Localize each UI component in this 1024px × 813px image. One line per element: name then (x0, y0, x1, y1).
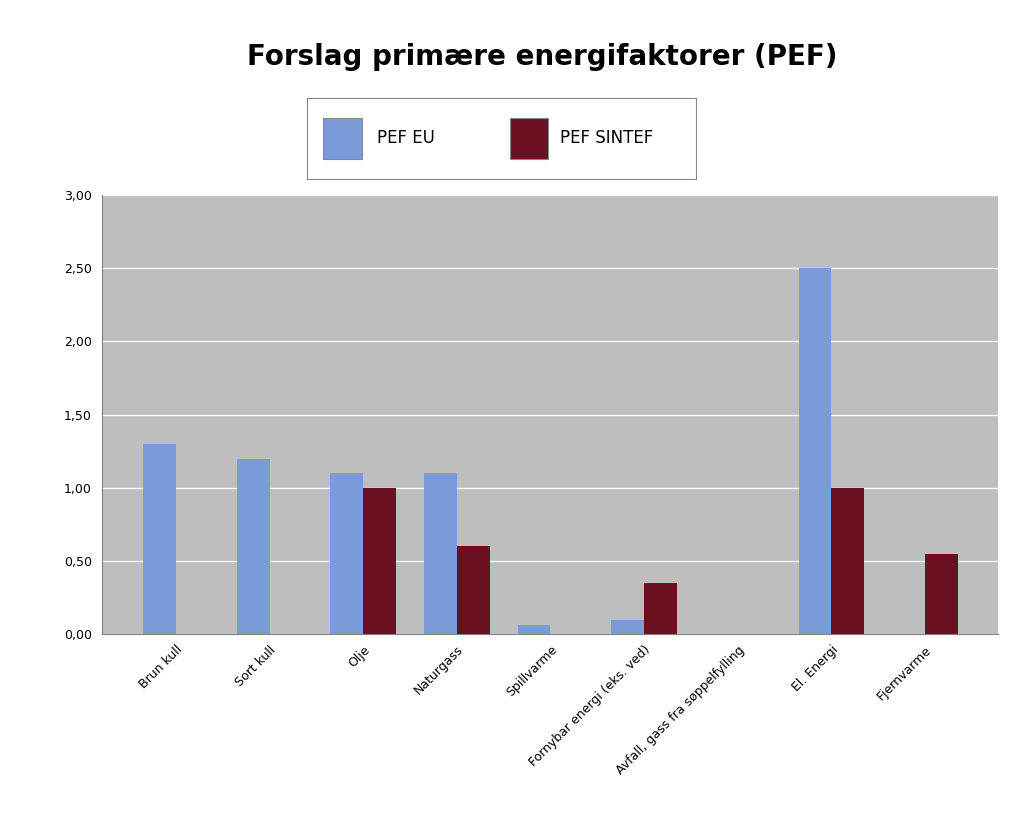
Bar (424, 473, 457, 634)
Bar (517, 625, 551, 634)
Text: PEF EU: PEF EU (377, 129, 435, 147)
Bar (799, 268, 831, 634)
Text: PEF SINTEF: PEF SINTEF (560, 129, 653, 147)
Bar (611, 620, 644, 634)
Bar (331, 473, 364, 634)
Bar (925, 554, 957, 634)
FancyBboxPatch shape (323, 118, 361, 159)
Bar (457, 546, 489, 634)
FancyBboxPatch shape (510, 118, 549, 159)
Bar (364, 488, 396, 634)
Bar (237, 459, 269, 634)
Bar (831, 488, 864, 634)
Text: Forslag primære energifaktorer (PEF): Forslag primære energifaktorer (PEF) (248, 43, 838, 71)
Bar (143, 444, 176, 634)
Bar (644, 583, 677, 634)
